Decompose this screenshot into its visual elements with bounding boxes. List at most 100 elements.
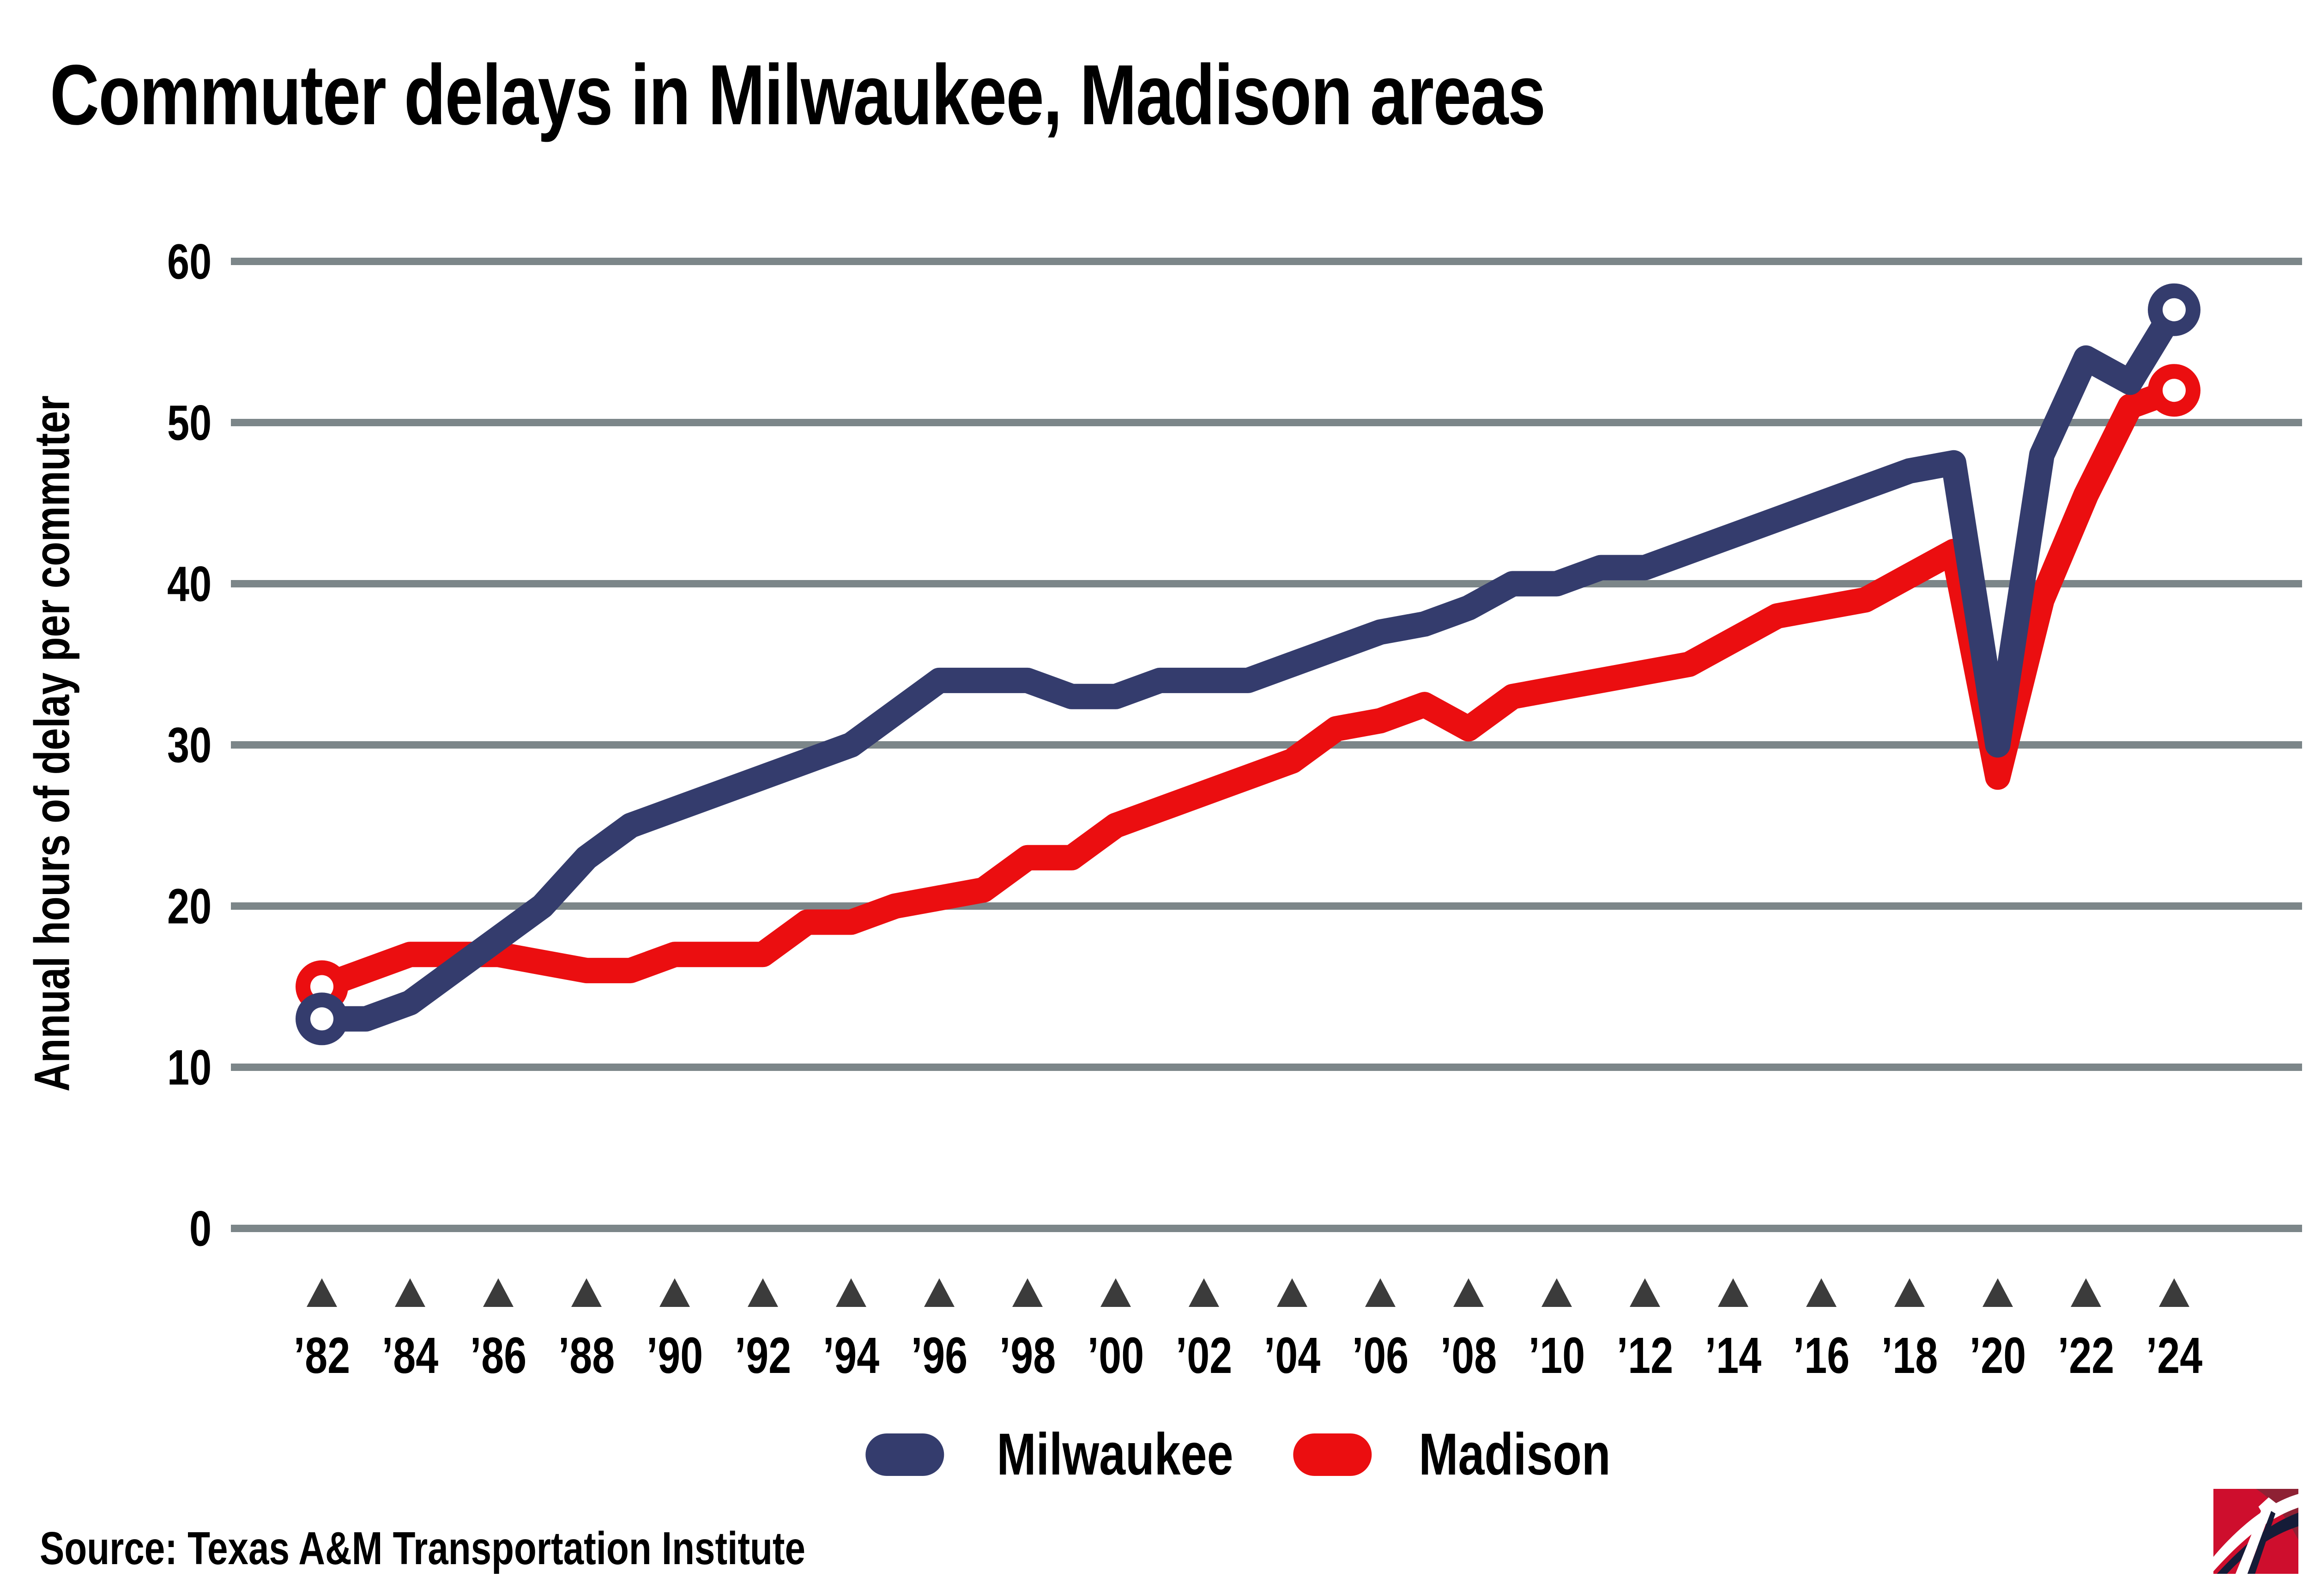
x-tick-triangle-2000 [1100,1278,1131,1307]
x-tick-triangle-2020 [1983,1278,2013,1307]
y-tick-label-10: 10 [69,1039,212,1096]
x-tick-triangle-2008 [1453,1278,1484,1307]
x-tick-label-2004: ’04 [1257,1326,1328,1385]
madison-start-marker-hole [310,975,333,998]
x-tick-triangle-1986 [483,1278,514,1307]
y-tick-label-60: 60 [69,233,212,290]
milwaukee-end-marker-hole [2163,298,2186,321]
x-tick-label-text: ’14 [1705,1327,1762,1384]
x-tick-label-1982: ’82 [287,1326,357,1385]
y-tick-label-50: 50 [69,394,212,452]
x-tick-triangle-2016 [1806,1278,1837,1307]
x-tick-label-text: ’94 [822,1327,880,1384]
x-tick-label-text: ’20 [1969,1327,2026,1384]
madison-line [309,377,2187,999]
chart-title-text: Commuter delays in Milwaukee, Madison ar… [50,48,1546,143]
x-tick-label-1992: ’92 [728,1326,798,1385]
x-tick-label-2006: ’06 [1345,1326,1416,1385]
x-tick-triangle-1994 [836,1278,866,1307]
x-tick-label-text: ’98 [999,1327,1056,1384]
x-tick-label-2014: ’14 [1698,1326,1769,1385]
source-credit: Source: Texas A&M Transportation Institu… [40,1522,997,1575]
x-tick-triangle-1998 [1012,1278,1043,1307]
x-tick-label-text: ’88 [558,1327,615,1384]
y-tick-label-text: 0 [189,1200,212,1257]
x-tick-label-1994: ’94 [816,1326,887,1385]
x-tick-label-1998: ’98 [992,1326,1063,1385]
x-tick-label-1990: ’90 [640,1326,710,1385]
y-tick-label-0: 0 [69,1200,212,1257]
x-tick-label-2010: ’10 [1522,1326,1592,1385]
publisher-logo [2213,1489,2298,1574]
x-tick-label-text: ’18 [1881,1327,1938,1384]
legend-item-madison: Madison [1293,1421,1635,1488]
x-tick-triangle-2018 [1894,1278,1925,1307]
chart-title: Commuter delays in Milwaukee, Madison ar… [50,46,1919,144]
x-tick-label-2024: ’24 [2139,1326,2210,1385]
milwaukee-start-marker-hole [310,1007,333,1031]
x-tick-label-text: ’86 [470,1327,527,1384]
logo-white-pick [2235,1497,2277,1574]
x-tick-triangle-2004 [1277,1278,1307,1307]
x-tick-label-text: ’90 [646,1327,703,1384]
x-tick-label-text: ’92 [734,1327,792,1384]
x-tick-label-text: ’24 [2146,1327,2203,1384]
x-tick-triangle-1990 [659,1278,690,1307]
x-tick-label-text: ’08 [1440,1327,1497,1384]
logo-white-swoosh [2213,1494,2298,1572]
x-tick-label-2002: ’02 [1169,1326,1239,1385]
y-tick-label-text: 60 [167,233,212,290]
x-tick-triangle-1982 [307,1278,337,1307]
x-tick-label-text: ’04 [1263,1327,1321,1384]
y-tick-label-text: 20 [167,878,212,934]
legend: Milwaukee Madison [865,1421,1634,1488]
y-tick-label-text: 10 [167,1039,212,1095]
x-tick-triangle-2024 [2159,1278,2189,1307]
source-credit-text: Source: Texas A&M Transportation Institu… [40,1523,806,1574]
x-tick-triangle-1984 [395,1278,425,1307]
x-tick-label-text: ’84 [381,1327,439,1384]
x-tick-label-1988: ’88 [551,1326,622,1385]
x-tick-label-2020: ’20 [1963,1326,2033,1385]
x-tick-label-text: ’16 [1793,1327,1850,1384]
x-tick-label-2018: ’18 [1874,1326,1945,1385]
x-tick-triangle-1996 [924,1278,955,1307]
madison-end-marker-hole [2163,379,2186,402]
y-tick-label-text: 40 [167,556,212,612]
x-tick-label-text: ’12 [1616,1327,1674,1384]
x-tick-triangle-2010 [1541,1278,1572,1307]
x-tick-label-1984: ’84 [375,1326,446,1385]
y-tick-label-text: 30 [167,717,212,773]
y-tick-label-20: 20 [69,877,212,935]
milwaukee-line [309,297,2187,1032]
logo-dark-pick-shadow [2247,1511,2276,1574]
x-tick-label-1986: ’86 [463,1326,534,1385]
x-tick-label-2012: ’12 [1610,1326,1680,1385]
x-tick-label-text: ’06 [1352,1327,1409,1384]
legend-label-milwaukee: Milwaukee [967,1421,1263,1488]
x-tick-label-2016: ’16 [1786,1326,1857,1385]
x-tick-label-text: ’22 [2057,1327,2115,1384]
x-tick-label-text: ’96 [911,1327,968,1384]
x-tick-triangle-2014 [1718,1278,1748,1307]
y-tick-label-30: 30 [69,716,212,774]
x-tick-triangle-1992 [748,1278,778,1307]
legend-label-text: Milwaukee [997,1421,1233,1487]
x-tick-label-text: ’82 [293,1327,351,1384]
x-tick-triangle-1988 [571,1278,602,1307]
legend-label-madison: Madison [1395,1421,1635,1488]
x-tick-triangle-2012 [1630,1278,1660,1307]
y-tick-label-text: 50 [167,394,212,451]
milwaukee-swatch-icon [865,1433,944,1476]
x-tick-label-text: ’02 [1175,1327,1233,1384]
legend-item-milwaukee: Milwaukee [865,1421,1263,1488]
madison-swatch-icon [1293,1433,1372,1476]
x-tick-triangle-2002 [1189,1278,1219,1307]
x-tick-triangle-2022 [2071,1278,2101,1307]
y-tick-label-40: 40 [69,555,212,613]
x-tick-label-2008: ’08 [1433,1326,1504,1385]
x-tick-label-text: ’10 [1528,1327,1585,1384]
x-tick-triangle-2006 [1365,1278,1396,1307]
x-tick-label-1996: ’96 [904,1326,975,1385]
